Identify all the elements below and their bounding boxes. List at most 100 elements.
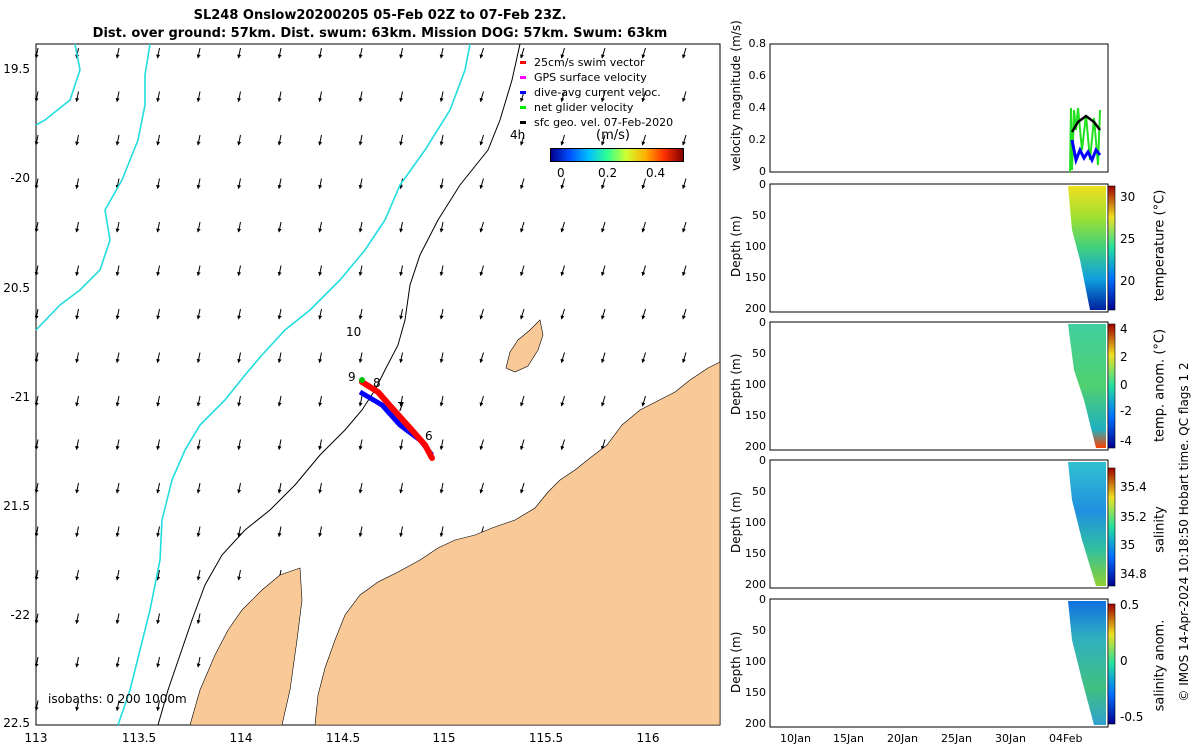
vector-arrow (358, 178, 363, 190)
vector-arrow (34, 526, 39, 538)
vector-arrow (115, 395, 120, 407)
vector-arrow (115, 47, 120, 59)
temp_anom-ytick: 50 (752, 347, 766, 360)
temperature-ylabel: Depth (m) (729, 215, 743, 277)
vector-arrow (641, 265, 646, 277)
sal_anom-ytick: 150 (745, 686, 766, 699)
vector-arrow (399, 439, 404, 451)
vector-arrow (520, 134, 525, 146)
temp_anom-cbtick: 0 (1120, 378, 1128, 392)
vector-arrow (237, 91, 242, 103)
legend-swatch (520, 61, 526, 64)
temperature-ytick: 0 (759, 178, 766, 191)
map-x-tick: 116 (636, 731, 660, 745)
panel-x-tick: 04Feb (1049, 732, 1083, 745)
map-x-tick: 113.5 (121, 731, 157, 745)
velocity-ylabel: velocity magnitude (m/s) (729, 20, 743, 171)
vector-arrow (237, 569, 242, 581)
vector-arrow (682, 91, 687, 103)
vector-arrow (115, 352, 120, 364)
vector-arrow (399, 221, 404, 233)
panel-x-tick: 30Jan (995, 732, 1026, 745)
figure-title-line1: SL248 Onslow20200205 05-Feb 02Z to 07-Fe… (193, 8, 567, 23)
timeseries-panels (769, 43, 1116, 728)
vector-arrow (75, 134, 80, 146)
vector-arrow (358, 265, 363, 277)
vector-arrow (156, 613, 161, 625)
map-x-tick: 115.5 (528, 731, 564, 745)
map-y-tick: -20 (10, 171, 30, 185)
vector-arrow (439, 265, 444, 277)
vector-arrow (439, 134, 444, 146)
temp_anom-ytick: 0 (759, 316, 766, 329)
vector-arrow (318, 47, 323, 59)
vector-arrow (682, 352, 687, 364)
vector-arrow (156, 134, 161, 146)
temperature-cbtick: 30 (1120, 190, 1136, 204)
vector-arrow (196, 47, 201, 59)
vector-arrow (560, 265, 565, 277)
vector-arrow (399, 47, 404, 59)
legend-entry: net glider velocity (520, 100, 673, 115)
vector-arrow (641, 134, 646, 146)
vector-arrow (318, 91, 323, 103)
vector-arrow (34, 569, 39, 581)
vector-arrow (156, 395, 161, 407)
temp_anom-cbtick: 4 (1120, 322, 1128, 336)
panel-x-tick: 10Jan (780, 732, 811, 745)
vector-arrow (520, 178, 525, 190)
vector-arrow (237, 308, 242, 320)
track-label-9: 9 (348, 370, 356, 384)
peninsula (189, 567, 303, 726)
temperature-cbtick: 20 (1120, 274, 1136, 288)
vector-arrow (479, 395, 484, 407)
vector-arrow (277, 308, 282, 320)
vector-arrow (682, 47, 687, 59)
vector-arrow (277, 91, 282, 103)
vector-arrow (196, 178, 201, 190)
vector-arrow (277, 47, 282, 59)
temp_anom-cbtick: 2 (1120, 350, 1128, 364)
vector-arrow (399, 308, 404, 320)
vector-arrow (75, 352, 80, 364)
vector-arrow (479, 265, 484, 277)
colorbar-tick-1: 0.2 (598, 166, 618, 180)
vector-arrow (358, 91, 363, 103)
vector-arrow (196, 439, 201, 451)
vector-arrow (75, 308, 80, 320)
vector-arrow (115, 482, 120, 494)
vector-arrow (601, 308, 606, 320)
vector-arrow (196, 221, 201, 233)
vector-arrow (641, 47, 646, 59)
vector-arrow (439, 47, 444, 59)
vector-arrow (439, 482, 444, 494)
velocity-ytick: 0.2 (748, 133, 767, 146)
vector-arrow (601, 395, 606, 407)
legend-label: dive-avg current veloc. (534, 86, 661, 99)
vector-arrow (34, 613, 39, 625)
vector-arrow (479, 308, 484, 320)
vector-arrow (682, 221, 687, 233)
vector-arrow (156, 221, 161, 233)
vector-arrow (479, 134, 484, 146)
temperature-ytick: 200 (745, 302, 766, 315)
vector-arrow (196, 308, 201, 320)
track-label-6: 6 (425, 429, 433, 443)
vector-arrow (520, 47, 525, 59)
vector-arrow (196, 134, 201, 146)
isobaths-label: isobaths: 0 200 1000m (48, 692, 187, 706)
vector-arrow (439, 439, 444, 451)
map-y-tick: -21 (10, 390, 30, 404)
legend-entry: 25cm/s swim vector (520, 55, 673, 70)
vector-arrow (560, 178, 565, 190)
vector-arrow (318, 265, 323, 277)
vector-arrow (115, 700, 120, 712)
vector-arrow (358, 47, 363, 59)
legend-entry: dive-avg current veloc. (520, 85, 673, 100)
map-y-tick: 20.5 (3, 281, 30, 295)
vector-arrow (237, 178, 242, 190)
temp-anom-ylabel: Depth (m) (729, 353, 743, 415)
vector-arrow (115, 439, 120, 451)
legend-swatch (520, 121, 526, 124)
vector-arrow (439, 395, 444, 407)
